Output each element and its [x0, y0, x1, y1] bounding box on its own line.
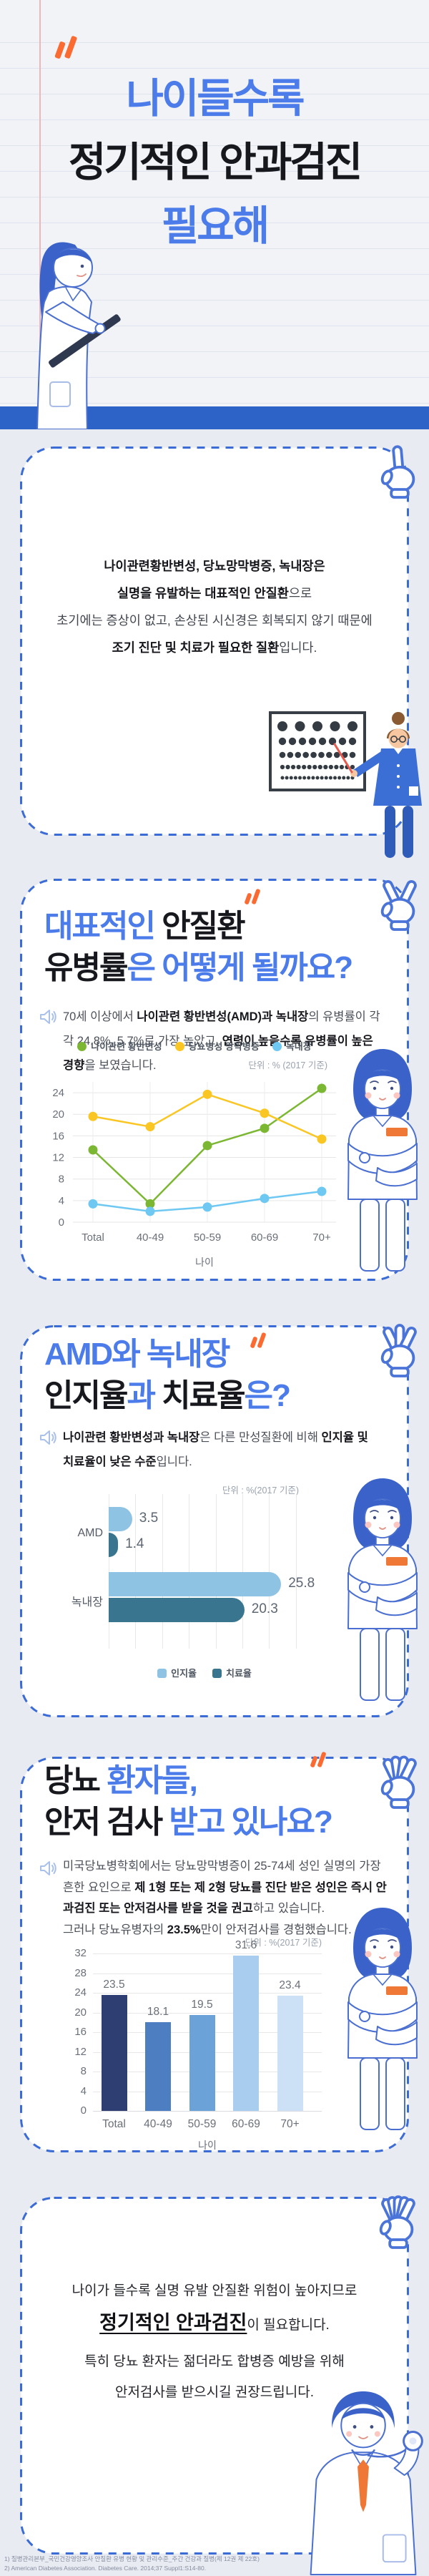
h-bar — [109, 1572, 282, 1596]
svg-text:40-49: 40-49 — [137, 1231, 164, 1244]
svg-text:60-69: 60-69 — [251, 1231, 278, 1244]
fundus-title: 당뇨 환자들, 안저 검사 받고 있나요? — [44, 1763, 333, 1840]
line-plot: 0 4 8 12 16 20 24 Total 40-49 50-59 60-69 70+ — [52, 1082, 336, 1244]
conclusion-line3: 특히 당뇨 환자는 젊더라도 합병증 예방을 위해 — [84, 2354, 345, 2369]
hand-four-fingers-icon — [373, 1751, 427, 1810]
chart-legend: 나이관련 황반변성 당뇨병성 망막병증 녹내장 — [44, 1039, 345, 1053]
v-bar — [145, 2021, 171, 2111]
prevalence-title: 대표적인 안질환 유병률은 어떻게 될까요? — [44, 909, 353, 985]
bar-category-label: 녹내장 — [71, 1596, 103, 1609]
source-2: 2) American Diabetes Association. Diabet… — [4, 2565, 207, 2572]
svg-text:50-59: 50-59 — [194, 1231, 221, 1244]
bar-value: 23.5 — [103, 1979, 125, 1991]
intro-text: 나이관련황반변성, 당뇨망막병증, 녹내장은 실명을 유발하는 대표적인 안질환으… — [56, 559, 373, 655]
nurse-illustration — [347, 1048, 418, 1272]
nurse-illustration — [347, 1478, 418, 1701]
notebook-margin-line — [39, 0, 41, 429]
legend-item: 녹내장 — [272, 1039, 312, 1053]
awareness-bar-chart: 단위 : %(2017 기준) AMD 3.5 1.4 녹내장 25.8 20.3 인지율 치료… — [50, 1475, 359, 1690]
nurse-illustration — [347, 1907, 418, 2130]
svg-text:20: 20 — [52, 1108, 64, 1121]
megaphone-icon — [40, 1861, 56, 1875]
bar-value: 19.5 — [191, 1998, 213, 2011]
fundus-bar-chart: 단위 : %(2017 기준) 0 4 8 12 16 20 24 28 32 23.5 Total 1… — [74, 1938, 322, 2151]
megaphone-icon — [40, 1430, 56, 1445]
conclusion-card — [20, 2197, 409, 2555]
conclusion-line1: 나이가 들수록 실명 유발 안질환 위험이 높아지므로 — [72, 2283, 358, 2298]
source-1: 1) 질병관리본부_국민건강영양조사 안질환 유병 현황 및 관리수준_주간 건… — [4, 2555, 260, 2562]
v-bar — [233, 1955, 259, 2111]
fundus-paragraph: 미국당뇨병학회에서는 당뇨망막병증이 25-74세 성인 실명의 가장 흔한 요… — [63, 1860, 387, 1936]
eye-chart-illustration — [269, 711, 422, 858]
bar-value: 3.5 — [139, 1511, 159, 1526]
awareness-paragraph: 나이관련 황반변성과 녹내장은 다른 만성질환에 비해 인지율 및 치료율이 낮… — [63, 1431, 368, 1468]
x-axis-label: 나이 — [198, 2140, 217, 2151]
hand-three-fingers-icon — [373, 1319, 427, 1378]
svg-text:24: 24 — [52, 1087, 64, 1099]
chart-legend: 인지율 치료율 — [50, 1666, 359, 1679]
v-bar — [277, 1996, 303, 2111]
bar-value: 20.3 — [251, 1601, 278, 1616]
bar-category-label: 70+ — [280, 2118, 300, 2130]
svg-text:Total: Total — [82, 1231, 104, 1244]
bar-category-label: 50-59 — [187, 2118, 217, 2130]
legend-item: 당뇨병성 망막병증 — [174, 1039, 260, 1053]
conclusion-line4: 안저검사를 받으시길 권장드립니다. — [114, 2385, 315, 2400]
svg-text:8: 8 — [59, 1174, 64, 1186]
quote-accent-icon — [54, 35, 79, 62]
bar-value: 23.4 — [279, 1979, 301, 1992]
bar-value: 31.6 — [235, 1938, 257, 1951]
svg-text:16: 16 — [52, 1130, 64, 1142]
svg-text:4: 4 — [59, 1195, 64, 1207]
conclusion-line2: 정기적인 안과검진이 필요합니다. — [99, 2312, 330, 2333]
megaphone-icon — [40, 1010, 56, 1024]
legend-item: 나이관련 황반변성 — [77, 1039, 162, 1053]
hand-one-finger-icon — [373, 441, 427, 499]
page-title: 나이들수록 정기적인 안과검진 필요해 — [68, 76, 363, 249]
prevalence-paragraph: 70세 이상에서 나이관련 황반변성(AMD)과 녹내장의 유병률이 각각 24… — [63, 1010, 380, 1072]
legend-item: 인지율 — [157, 1666, 197, 1679]
bar-category-label: 40-49 — [144, 2118, 172, 2130]
legend-item: 치료율 — [212, 1666, 252, 1679]
conclusion-emphasis: 정기적인 안과검진 — [99, 2312, 247, 2333]
bar-category-label: AMD — [77, 1527, 103, 1539]
doctor-illustration — [36, 242, 121, 429]
source-citations: 1) 질병관리본부_국민건강영양조사 안질환 유병 현황 및 관리수준_주간 건… — [4, 2555, 415, 2573]
eye-chart-dots — [277, 721, 358, 780]
bar-category-label: Total — [102, 2118, 126, 2130]
prevalence-card — [20, 879, 409, 1281]
prevalence-line-chart: 나이관련 황반변성 당뇨병성 망막병증 녹내장 단위 : % (2017 기준) 0 4 8… — [44, 1039, 345, 1279]
v-bar — [101, 1995, 127, 2111]
svg-text:0: 0 — [59, 1216, 64, 1229]
v-bar — [189, 2014, 215, 2111]
h-bar — [109, 1598, 245, 1622]
h-bar — [109, 1533, 119, 1557]
svg-text:12: 12 — [52, 1152, 64, 1164]
bar-value: 1.4 — [125, 1536, 144, 1551]
male-doctor-illustration — [310, 2391, 423, 2576]
bar-value: 25.8 — [288, 1576, 315, 1591]
awareness-title: AMD와 녹내장 인지율과 치료율은? — [44, 1337, 291, 1413]
bar-value: 18.1 — [147, 2005, 169, 2018]
h-bar — [109, 1507, 132, 1531]
svg-text:70+: 70+ — [312, 1231, 331, 1244]
x-axis-label: 나이 — [195, 1257, 214, 1268]
hand-two-fingers-icon — [373, 873, 427, 932]
bar-category-label: 60-69 — [232, 2118, 260, 2130]
hand-five-fingers-icon — [371, 2191, 425, 2250]
